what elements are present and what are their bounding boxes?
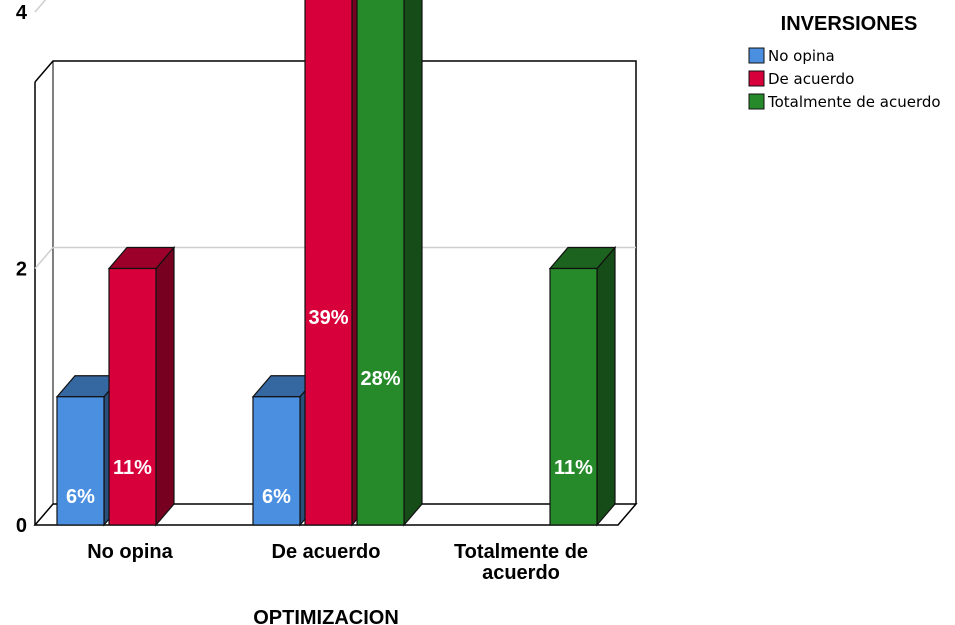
category-label: acuerdo [482, 562, 560, 584]
y-tick-label: 4 [16, 2, 28, 24]
legend-swatch [748, 70, 765, 87]
bar-front [304, 0, 353, 526]
y-tick-label: 0 [16, 515, 27, 537]
data-label: 11% [113, 457, 152, 479]
bar-side [596, 245, 616, 527]
bar [548, 245, 617, 527]
legend-title: INVERSIONES [781, 13, 918, 35]
bars: 6% 11% 6% 39% 28% 11% [55, 0, 617, 527]
bar-front [56, 396, 105, 526]
bar-side [155, 245, 175, 527]
legend-swatch [748, 93, 765, 110]
x-axis-title: OPTIMIZACION [253, 607, 399, 625]
data-label: 28% [360, 368, 400, 390]
legend-label: No opina [768, 47, 835, 65]
category-label: De acuerdo [272, 541, 381, 563]
bar-side [403, 0, 423, 527]
legend-label: De acuerdo [768, 70, 854, 88]
grid-line-side [34, 0, 47, 13]
bar-front [356, 0, 405, 526]
data-label: 11% [554, 457, 593, 479]
bar-front [252, 396, 301, 526]
legend-label: Totalmente de acuerdo [767, 93, 941, 111]
category-label: Totalmente de [454, 541, 588, 563]
grid-line-side [34, 247, 54, 269]
category-label: No opina [87, 541, 173, 563]
bar [356, 0, 423, 527]
legend-swatch [748, 47, 765, 64]
bar [107, 245, 176, 527]
bar-front [549, 267, 598, 526]
data-label: 39% [308, 307, 348, 329]
data-label: 6% [262, 486, 291, 508]
bar-front [108, 267, 157, 526]
legend: INVERSIONES No opina De acuerdo Totalmente… [748, 13, 941, 111]
data-label: 6% [66, 486, 95, 508]
y-tick-label: 2 [16, 259, 27, 281]
